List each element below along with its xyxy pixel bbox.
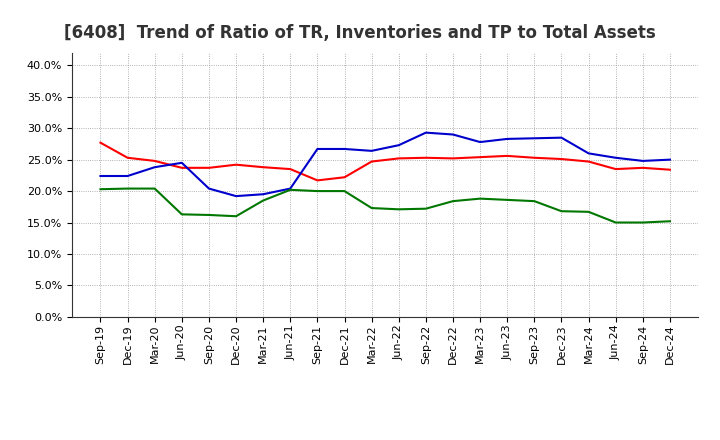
Inventories [665,157,674,162]
Trade Payables [421,206,430,211]
Inventories [96,173,105,179]
Trade Payables [96,187,105,192]
Trade Payables [449,198,457,204]
Trade Receivables [421,155,430,161]
Trade Payables [476,196,485,201]
Trade Payables [503,197,511,202]
Inventories [611,155,620,161]
Trade Receivables [367,159,376,164]
Trade Payables [204,213,213,218]
Inventories [530,136,539,141]
Inventories [341,147,349,152]
Trade Receivables [665,167,674,172]
Trade Payables [341,188,349,194]
Trade Payables [611,220,620,225]
Inventories [123,173,132,179]
Trade Receivables [584,159,593,164]
Trade Payables [150,186,159,191]
Inventories [313,147,322,152]
Trade Payables [665,219,674,224]
Trade Receivables [178,165,186,170]
Line: Trade Payables: Trade Payables [101,189,670,223]
Trade Receivables [204,165,213,170]
Trade Receivables [259,165,268,170]
Text: [6408]  Trend of Ratio of TR, Inventories and TP to Total Assets: [6408] Trend of Ratio of TR, Inventories… [64,24,656,42]
Trade Receivables [341,175,349,180]
Trade Receivables [476,154,485,160]
Inventories [367,148,376,154]
Inventories [204,186,213,191]
Trade Receivables [449,156,457,161]
Trade Receivables [96,140,105,145]
Inventories [476,139,485,145]
Trade Receivables [286,166,294,172]
Trade Payables [367,205,376,211]
Trade Payables [313,188,322,194]
Inventories [584,151,593,156]
Inventories [449,132,457,137]
Inventories [178,160,186,165]
Trade Receivables [557,156,566,161]
Inventories [150,165,159,170]
Trade Payables [178,212,186,217]
Trade Receivables [313,178,322,183]
Trade Receivables [503,153,511,158]
Inventories [557,135,566,140]
Trade Receivables [123,155,132,161]
Inventories [286,186,294,191]
Trade Payables [395,207,403,212]
Trade Payables [557,209,566,214]
Inventories [421,130,430,135]
Trade Payables [259,198,268,203]
Line: Trade Receivables: Trade Receivables [101,143,670,180]
Inventories [503,136,511,142]
Trade Receivables [530,155,539,161]
Trade Payables [639,220,647,225]
Trade Payables [286,187,294,192]
Trade Payables [584,209,593,214]
Trade Receivables [611,166,620,172]
Line: Inventories: Inventories [101,132,670,196]
Trade Payables [123,186,132,191]
Inventories [639,158,647,164]
Trade Receivables [639,165,647,170]
Trade Receivables [395,156,403,161]
Inventories [259,191,268,197]
Inventories [395,143,403,148]
Trade Payables [232,213,240,219]
Inventories [232,194,240,199]
Trade Payables [530,198,539,204]
Trade Receivables [150,158,159,164]
Trade Receivables [232,162,240,167]
